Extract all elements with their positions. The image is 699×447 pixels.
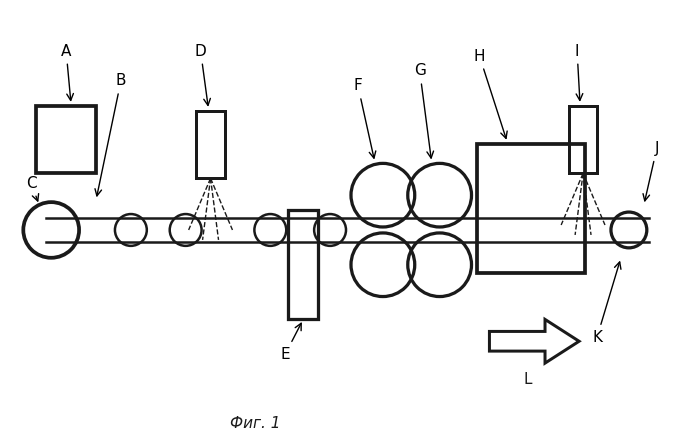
Text: H: H bbox=[474, 49, 507, 139]
Text: Фиг. 1: Фиг. 1 bbox=[230, 416, 280, 431]
Bar bbox=[569, 106, 597, 173]
Bar bbox=[36, 106, 96, 173]
Text: E: E bbox=[280, 323, 301, 362]
Text: A: A bbox=[61, 43, 73, 101]
Text: C: C bbox=[26, 176, 38, 201]
Text: J: J bbox=[643, 141, 659, 201]
Text: K: K bbox=[592, 262, 621, 345]
Bar bbox=[288, 210, 318, 320]
Text: G: G bbox=[414, 63, 433, 158]
Text: B: B bbox=[95, 73, 126, 196]
Text: I: I bbox=[575, 43, 583, 101]
Bar bbox=[477, 143, 585, 273]
Bar bbox=[196, 111, 226, 178]
Text: D: D bbox=[195, 43, 210, 105]
Text: L: L bbox=[523, 371, 531, 387]
Text: F: F bbox=[354, 78, 376, 158]
